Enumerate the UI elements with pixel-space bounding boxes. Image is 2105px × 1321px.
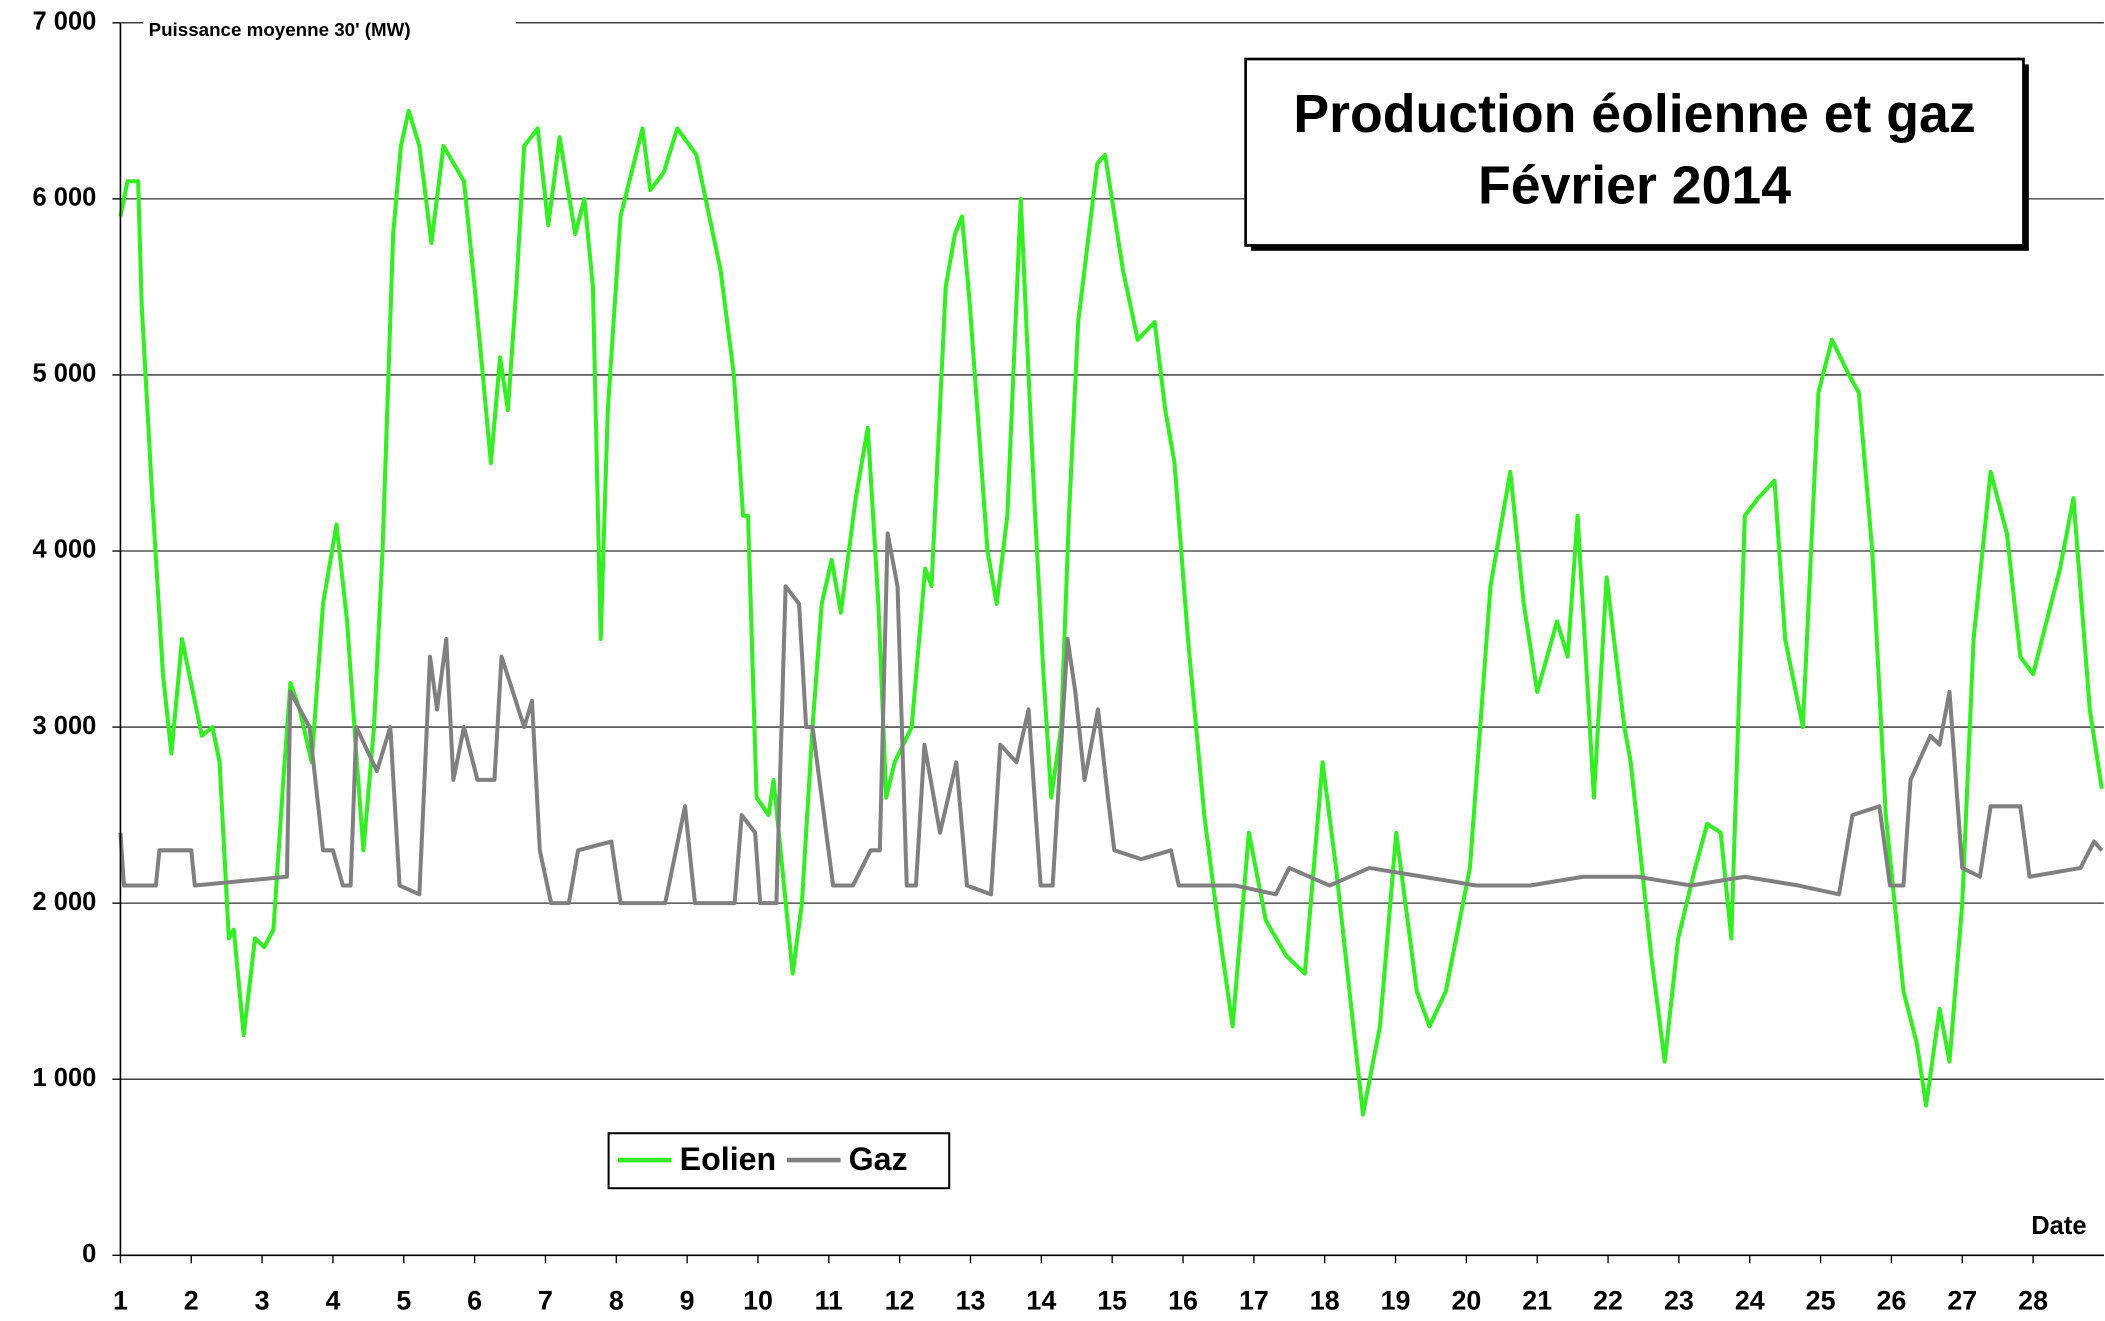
x-tick-label: 10 <box>743 1285 773 1315</box>
chart-title: Production éolienne et gaz <box>1293 84 1975 144</box>
x-tick-label: 23 <box>1664 1285 1694 1315</box>
x-tick-label: 20 <box>1451 1285 1481 1315</box>
x-tick-label: 28 <box>2018 1285 2048 1315</box>
series-line <box>118 108 2104 1117</box>
legend-label: Eolien <box>680 1141 777 1177</box>
y-axis-label: Puissance moyenne 30' (MW) <box>149 19 411 40</box>
x-tick-label: 12 <box>885 1285 915 1315</box>
title-box <box>1244 57 2025 247</box>
legend: Eolien Gaz <box>607 1132 951 1190</box>
x-tick-label: 16 <box>1168 1285 1198 1315</box>
legend-label: Gaz <box>849 1141 908 1177</box>
y-tick-label: 6 000 <box>33 184 97 212</box>
series-line <box>118 531 2104 906</box>
x-tick-label: 17 <box>1239 1285 1269 1315</box>
x-tick-label: 9 <box>680 1285 695 1315</box>
x-tick-label: 24 <box>1735 1285 1765 1315</box>
x-tick-label: 26 <box>1877 1285 1907 1315</box>
x-tick-label: 1 <box>113 1285 128 1315</box>
y-tick-label: 1 000 <box>33 1064 97 1092</box>
x-tick-label: 6 <box>467 1285 482 1315</box>
y-label-bg <box>143 13 517 46</box>
x-tick-label: 15 <box>1097 1285 1127 1315</box>
y-tick-label: 3 000 <box>33 712 97 740</box>
x-axis-label: Date <box>2031 1212 2086 1240</box>
x-tick-label: 3 <box>255 1285 270 1315</box>
x-tick-label: 27 <box>1947 1285 1977 1315</box>
x-tick-label: 13 <box>956 1285 986 1315</box>
y-tick-label: 5 000 <box>33 360 97 388</box>
x-tick-label: 25 <box>1806 1285 1836 1315</box>
y-tick-label: 0 <box>82 1240 96 1268</box>
y-tick-label: 7 000 <box>33 8 97 36</box>
x-tick-label: 19 <box>1381 1285 1411 1315</box>
x-tick-label: 7 <box>538 1285 553 1315</box>
x-tick-label: 22 <box>1593 1285 1623 1315</box>
chart-subtitle: Février 2014 <box>1478 155 1791 215</box>
x-tick-label: 5 <box>396 1285 411 1315</box>
x-tick-label: 14 <box>1026 1285 1056 1315</box>
x-tick-label: 4 <box>325 1285 340 1315</box>
y-tick-label: 2 000 <box>33 888 97 916</box>
x-tick-label: 21 <box>1522 1285 1552 1315</box>
y-tick-label: 4 000 <box>33 536 97 564</box>
x-tick-label: 18 <box>1310 1285 1340 1315</box>
x-tick-label: 11 <box>815 1285 843 1315</box>
x-tick-label: 2 <box>184 1285 199 1315</box>
lines <box>118 108 2104 1117</box>
x-tick-label: 8 <box>609 1285 624 1315</box>
